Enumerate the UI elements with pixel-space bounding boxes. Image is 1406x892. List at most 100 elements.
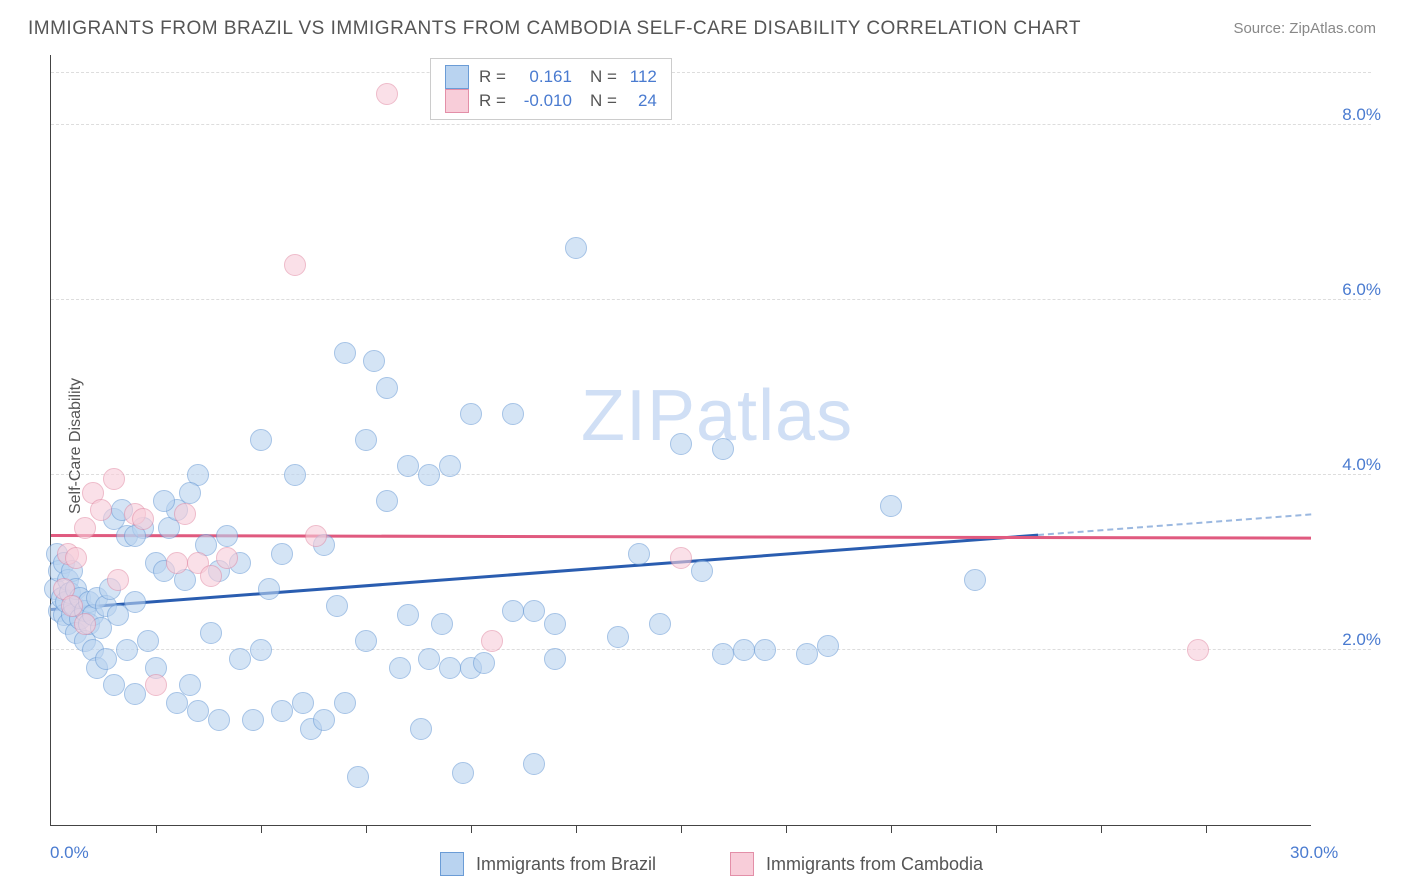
legend-n-value: 112 xyxy=(623,67,657,87)
correlation-legend: R = 0.161N = 112R = -0.010N = 24 xyxy=(430,58,672,120)
data-point xyxy=(65,547,87,569)
data-point xyxy=(691,560,713,582)
data-point xyxy=(187,700,209,722)
data-point xyxy=(216,547,238,569)
data-point xyxy=(670,547,692,569)
series-legend-cambodia: Immigrants from Cambodia xyxy=(730,852,983,876)
data-point xyxy=(628,543,650,565)
data-point xyxy=(334,342,356,364)
data-point xyxy=(258,578,280,600)
y-tick-label: 6.0% xyxy=(1342,280,1381,300)
data-point xyxy=(145,674,167,696)
legend-r-value: 0.161 xyxy=(512,67,572,87)
data-point xyxy=(397,604,419,626)
x-tick xyxy=(471,825,472,833)
gridline xyxy=(51,649,1371,650)
data-point xyxy=(334,692,356,714)
gridline xyxy=(51,474,1371,475)
x-axis-max-label: 30.0% xyxy=(1290,843,1338,863)
data-point xyxy=(880,495,902,517)
y-tick-label: 4.0% xyxy=(1342,455,1381,475)
legend-n-value: 24 xyxy=(623,91,657,111)
data-point xyxy=(523,753,545,775)
data-point xyxy=(116,639,138,661)
plot-area: ZIPatlas 2.0%4.0%6.0%8.0% xyxy=(50,55,1311,826)
data-point xyxy=(502,600,524,622)
data-point xyxy=(200,565,222,587)
data-point xyxy=(103,468,125,490)
data-point xyxy=(670,433,692,455)
trend-line xyxy=(51,534,1311,539)
legend-swatch-icon xyxy=(730,852,754,876)
data-point xyxy=(544,648,566,670)
data-point xyxy=(733,639,755,661)
legend-swatch-icon xyxy=(445,65,469,89)
data-point xyxy=(242,709,264,731)
data-point xyxy=(200,622,222,644)
x-tick xyxy=(366,825,367,833)
series-legend-brazil: Immigrants from Brazil xyxy=(440,852,656,876)
data-point xyxy=(712,438,734,460)
data-point xyxy=(544,613,566,635)
data-point xyxy=(410,718,432,740)
data-point xyxy=(95,648,117,670)
x-tick xyxy=(261,825,262,833)
data-point xyxy=(565,237,587,259)
legend-row: R = -0.010N = 24 xyxy=(445,89,657,113)
data-point xyxy=(153,490,175,512)
legend-r-label: R = xyxy=(479,91,506,111)
data-point xyxy=(90,499,112,521)
data-point xyxy=(439,455,461,477)
y-tick-label: 8.0% xyxy=(1342,105,1381,125)
x-tick xyxy=(1101,825,1102,833)
data-point xyxy=(796,643,818,665)
data-point xyxy=(460,403,482,425)
data-point xyxy=(418,464,440,486)
data-point xyxy=(74,517,96,539)
data-point xyxy=(124,683,146,705)
x-tick xyxy=(891,825,892,833)
data-point xyxy=(74,613,96,635)
data-point xyxy=(103,674,125,696)
data-point xyxy=(607,626,629,648)
x-tick xyxy=(681,825,682,833)
data-point xyxy=(250,429,272,451)
data-point xyxy=(376,377,398,399)
gridline xyxy=(51,299,1371,300)
legend-swatch-icon xyxy=(440,852,464,876)
data-point xyxy=(502,403,524,425)
y-tick-label: 2.0% xyxy=(1342,630,1381,650)
legend-r-label: R = xyxy=(479,67,506,87)
data-point xyxy=(208,709,230,731)
x-tick xyxy=(1206,825,1207,833)
data-point xyxy=(137,630,159,652)
data-point xyxy=(452,762,474,784)
data-point xyxy=(439,657,461,679)
legend-r-value: -0.010 xyxy=(512,91,572,111)
data-point xyxy=(397,455,419,477)
data-point xyxy=(389,657,411,679)
gridline xyxy=(51,72,1371,73)
data-point xyxy=(313,709,335,731)
data-point xyxy=(355,429,377,451)
data-point xyxy=(179,674,201,696)
legend-row: R = 0.161N = 112 xyxy=(445,65,657,89)
data-point xyxy=(166,552,188,574)
data-point xyxy=(363,350,385,372)
x-tick xyxy=(996,825,997,833)
chart-title: IMMIGRANTS FROM BRAZIL VS IMMIGRANTS FRO… xyxy=(28,18,1081,40)
data-point xyxy=(347,766,369,788)
data-point xyxy=(250,639,272,661)
trend-line-extension xyxy=(1038,514,1311,537)
chart-container: IMMIGRANTS FROM BRAZIL VS IMMIGRANTS FRO… xyxy=(0,0,1406,892)
series-name: Immigrants from Brazil xyxy=(476,854,656,875)
data-point xyxy=(107,569,129,591)
data-point xyxy=(431,613,453,635)
data-point xyxy=(292,692,314,714)
data-point xyxy=(817,635,839,657)
data-point xyxy=(376,83,398,105)
data-point xyxy=(964,569,986,591)
data-point xyxy=(523,600,545,622)
x-tick xyxy=(576,825,577,833)
data-point xyxy=(376,490,398,512)
